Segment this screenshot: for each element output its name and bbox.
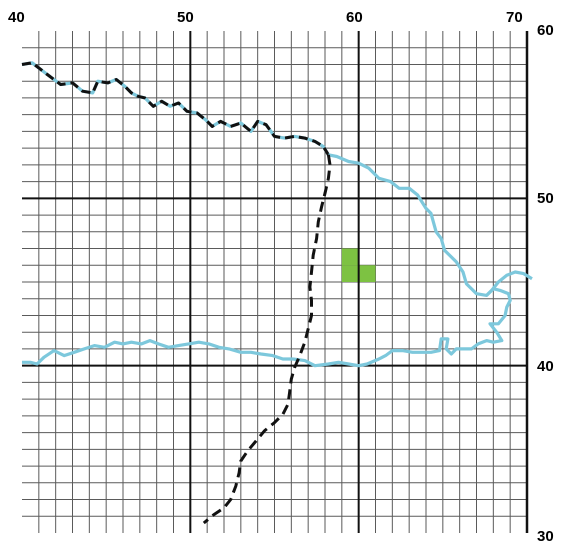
x-label-70: 70 (506, 9, 523, 26)
boundary-dashed-line (202, 154, 332, 525)
x-label-60: 60 (346, 9, 363, 26)
y-label-30: 30 (537, 528, 554, 544)
highlight-cell (341, 265, 359, 282)
x-label-50: 50 (177, 9, 194, 26)
minor-grid (22, 31, 527, 533)
major-grid (22, 31, 527, 533)
coastline-north-dashed (21, 61, 330, 156)
highlight-cells (341, 248, 376, 282)
y-label-40: 40 (537, 358, 554, 375)
y-label-50: 50 (537, 190, 554, 207)
coastline-north-east (328, 153, 533, 297)
coastline-south (22, 287, 512, 368)
highlight-cell (358, 265, 376, 282)
y-label-60: 60 (537, 22, 554, 39)
coastline-north-dash-overlay (21, 61, 330, 156)
highlight-cell (341, 248, 359, 266)
x-label-40: 40 (8, 9, 25, 26)
